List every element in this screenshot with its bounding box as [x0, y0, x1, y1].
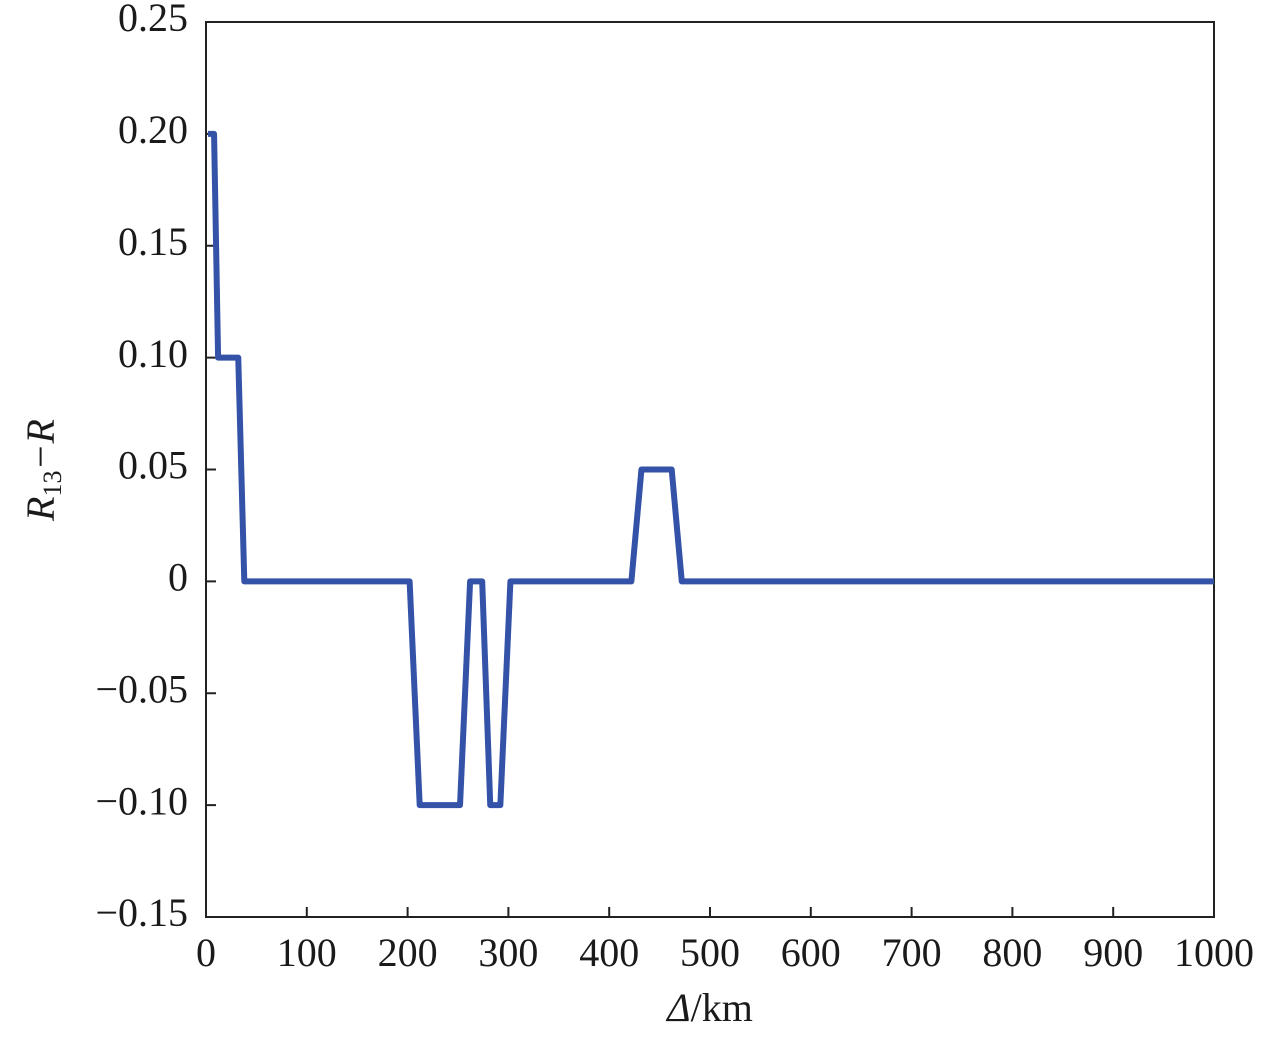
x-tick-label: 800 — [982, 930, 1042, 975]
y-label-sub: 13 — [38, 471, 67, 497]
x-tick-label: 400 — [579, 930, 639, 975]
x-tick-label: 300 — [478, 930, 538, 975]
y-tick-label: −0.15 — [95, 890, 188, 935]
y-tick-label: 0.15 — [118, 219, 188, 264]
x-label-symbol: Δ — [665, 985, 690, 1030]
y-label-rest: −R — [18, 419, 63, 470]
data-line — [208, 130, 1214, 809]
y-tick-label: 0.05 — [118, 443, 188, 488]
y-tick-label: 0.20 — [118, 107, 188, 152]
y-tick-label: 0.25 — [118, 0, 188, 40]
y-axis-label: R13−R — [18, 419, 67, 522]
y-tick-label: −0.05 — [95, 666, 188, 711]
x-tick-label: 100 — [277, 930, 337, 975]
x-label-unit: /km — [691, 985, 753, 1030]
x-tick-label: 0 — [196, 930, 216, 975]
plot-frame — [205, 21, 1215, 918]
x-tick-label: 900 — [1083, 930, 1143, 975]
y-tick-label: 0.10 — [118, 331, 188, 376]
x-tick-label: 700 — [882, 930, 942, 975]
x-axis-label: Δ/km — [665, 985, 753, 1030]
x-tick-label: 1000 — [1174, 930, 1254, 975]
y-tick-label: 0 — [168, 555, 188, 600]
x-tick-label: 500 — [680, 930, 740, 975]
x-tick-label: 200 — [378, 930, 438, 975]
x-tick-label: 600 — [781, 930, 841, 975]
y-tick-label: −0.10 — [95, 778, 188, 823]
y-label-main: R — [18, 497, 63, 522]
